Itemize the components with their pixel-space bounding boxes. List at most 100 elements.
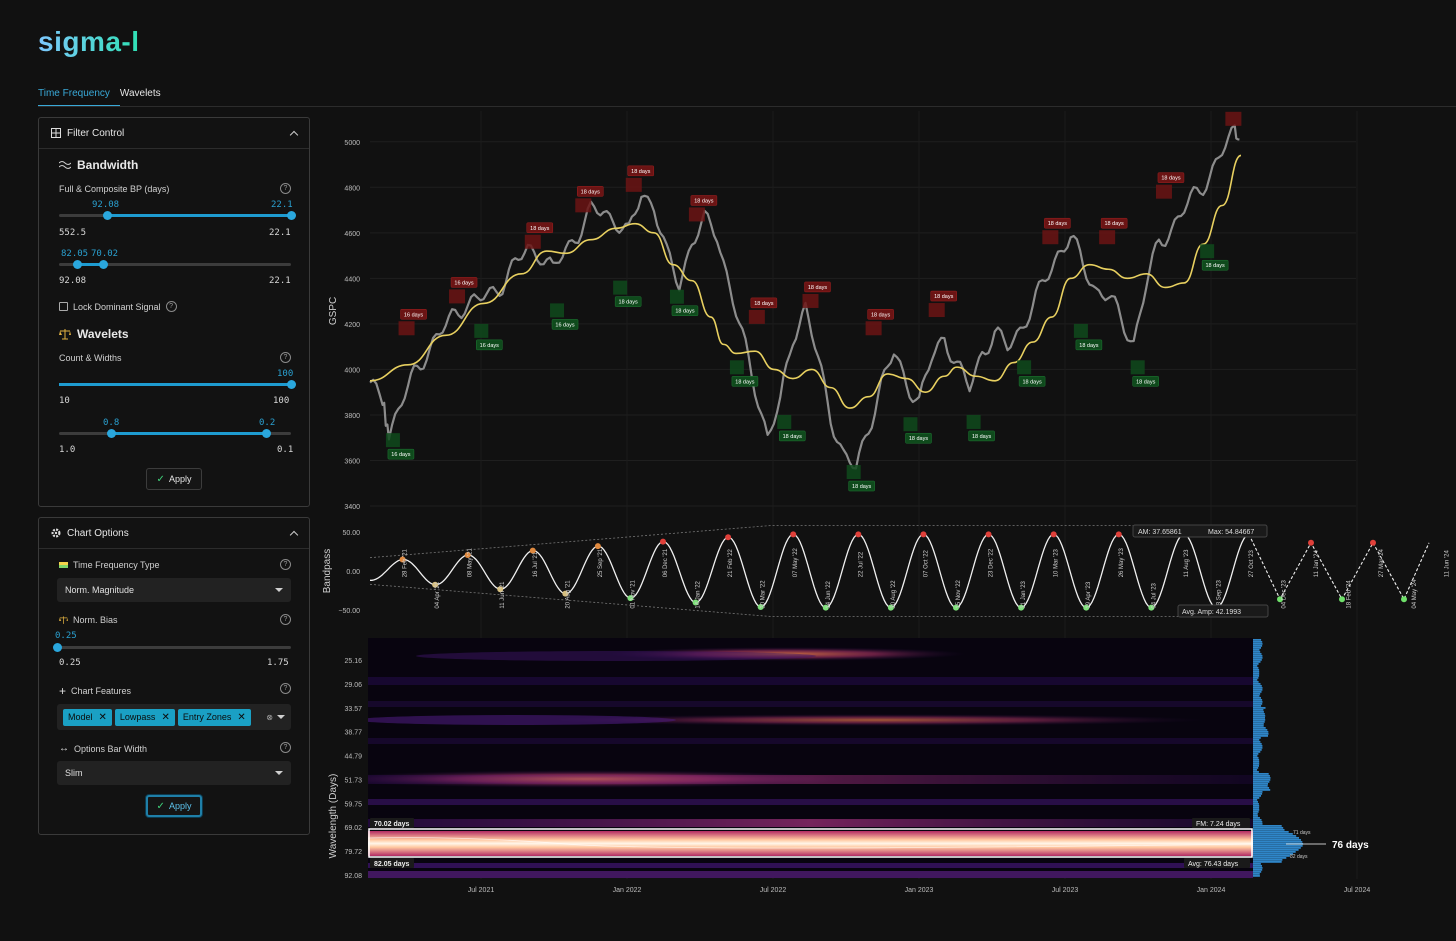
widths-slider[interactable]: [59, 429, 291, 438]
peak-badge[interactable]: [627, 165, 655, 177]
bandpass-peak-dot[interactable]: [1115, 531, 1122, 538]
bandpass-peak-dot[interactable]: [790, 531, 797, 538]
filter-apply-button[interactable]: ✓ Apply: [146, 468, 202, 490]
projected-peak-dot[interactable]: [1370, 539, 1376, 546]
bandpass-chart[interactable]: Bandpass 50.00 0.00 −50.00 28 Feb '21 08 Ma…: [322, 524, 1456, 618]
time-frequency-charts[interactable]: GSPC 5000 4800 4600 4400 4200 4000 3800 3600 340…: [316, 111, 1456, 941]
peak-badge[interactable]: [450, 277, 478, 288]
selected-band[interactable]: [368, 828, 1253, 858]
bandpass-peak-dot[interactable]: [725, 534, 732, 541]
bandwidth-slider[interactable]: [59, 211, 296, 220]
slider-handle[interactable]: [53, 643, 62, 652]
help-icon[interactable]: ?: [165, 301, 177, 312]
bandpass-trough-dot[interactable]: [562, 590, 569, 597]
bandpass-trough-dot[interactable]: [692, 599, 699, 606]
trough-badge[interactable]: [905, 432, 932, 444]
tab-wavelets[interactable]: Wavelets: [119, 88, 161, 99]
slider-handle[interactable]: [262, 429, 271, 438]
trough-badge[interactable]: [1201, 259, 1229, 271]
wavelet-heatmap[interactable]: Wavelength (Days) 25.16 29.06 33.57 38.77 44…: [326, 638, 1370, 894]
trough-badge[interactable]: [1132, 376, 1159, 387]
chart-options-header[interactable]: Chart Options: [39, 518, 309, 548]
bandpass-trough-dot[interactable]: [1083, 604, 1090, 611]
chip-model[interactable]: Model ✕: [63, 708, 112, 726]
peak-badge[interactable]: [750, 297, 778, 309]
lock-dominant-row[interactable]: Lock Dominant Signal ?: [59, 301, 177, 312]
peak-badge[interactable]: [577, 186, 604, 197]
bandpass-peak-dot[interactable]: [399, 556, 406, 563]
clear-icon[interactable]: ⊗: [266, 712, 273, 722]
tab-time-frequency[interactable]: Time Frequency: [38, 88, 120, 107]
bar-width-select[interactable]: Slim: [57, 761, 291, 785]
help-icon[interactable]: ?: [280, 183, 291, 194]
projected-trough-dot[interactable]: [1339, 596, 1345, 603]
tf-type-select[interactable]: Norm. Magnitude: [57, 578, 291, 602]
bandpass-peak-dot[interactable]: [855, 531, 862, 538]
composite-slider[interactable]: [59, 260, 291, 269]
chevron-down-icon[interactable]: [277, 715, 285, 719]
projected-peak-dot[interactable]: [1308, 539, 1314, 546]
bandpass-trough-dot[interactable]: [1018, 604, 1025, 611]
help-icon[interactable]: ?: [280, 742, 291, 753]
trough-badge[interactable]: [1018, 376, 1046, 387]
peak-badge[interactable]: [867, 309, 894, 320]
bandpass-peak-dot[interactable]: [529, 547, 536, 554]
trough-badge[interactable]: [671, 305, 699, 316]
slider-handle[interactable]: [73, 260, 82, 269]
bandpass-trough-dot[interactable]: [1148, 604, 1155, 611]
chart-apply-button[interactable]: ✓ Apply: [146, 795, 202, 817]
trough-badge[interactable]: [731, 376, 759, 387]
slider-handle[interactable]: [287, 211, 296, 220]
peak-badge[interactable]: [1157, 172, 1185, 183]
peak-badge[interactable]: [1044, 217, 1071, 229]
bandpass-trough-dot[interactable]: [627, 595, 634, 602]
help-icon[interactable]: ?: [280, 352, 291, 363]
slider-handle[interactable]: [103, 211, 112, 220]
trough-badge[interactable]: [387, 448, 415, 460]
bandpass-trough-dot[interactable]: [497, 586, 504, 593]
count-slider[interactable]: [59, 380, 296, 389]
peak-badge[interactable]: [400, 309, 427, 320]
bandpass-peak-dot[interactable]: [594, 543, 601, 550]
help-icon[interactable]: ?: [280, 559, 291, 570]
close-icon[interactable]: ✕: [161, 711, 170, 723]
peak-badge[interactable]: [526, 222, 554, 234]
trough-badge[interactable]: [551, 319, 579, 330]
peak-badge[interactable]: [690, 195, 718, 206]
slider-handle[interactable]: [287, 380, 296, 389]
bandpass-trough-dot[interactable]: [432, 581, 439, 588]
trough-badge[interactable]: [779, 430, 806, 442]
trough-badge[interactable]: [848, 480, 875, 492]
trough-badge[interactable]: [1075, 339, 1103, 351]
bandpass-trough-dot[interactable]: [757, 603, 764, 610]
chip-lowpass[interactable]: Lowpass ✕: [114, 708, 175, 726]
trough-badge[interactable]: [968, 430, 995, 442]
peak-badge[interactable]: [1100, 217, 1128, 229]
filter-control-header[interactable]: Filter Control: [39, 118, 309, 148]
price-chart[interactable]: GSPC 5000 4800 4600 4400 4200 4000 3800 3600 340…: [328, 111, 1358, 879]
bandpass-trough-dot[interactable]: [953, 604, 959, 611]
norm-bias-slider[interactable]: [53, 643, 291, 652]
trough-badge[interactable]: [614, 296, 642, 307]
bandpass-trough-dot[interactable]: [822, 604, 829, 611]
slider-handle[interactable]: [107, 429, 116, 438]
bandpass-peak-dot[interactable]: [985, 531, 992, 538]
projected-trough-dot[interactable]: [1277, 596, 1283, 603]
chip-entry-zones[interactable]: Entry Zones ✕: [177, 708, 251, 726]
peak-badge[interactable]: [930, 290, 957, 302]
bandpass-peak-dot[interactable]: [464, 552, 471, 559]
chevron-up-icon[interactable]: [289, 130, 299, 139]
help-icon[interactable]: ?: [280, 614, 291, 625]
help-icon[interactable]: ?: [280, 683, 291, 694]
bandpass-peak-dot[interactable]: [1050, 531, 1057, 538]
chevron-up-icon[interactable]: [289, 530, 299, 539]
projected-trough-dot[interactable]: [1401, 596, 1407, 603]
chart-features-multiselect[interactable]: Model ✕ Lowpass ✕ Entry Zones ✕ ⊗: [57, 704, 291, 730]
peak-badge[interactable]: [804, 281, 831, 293]
trough-badge[interactable]: [476, 339, 503, 351]
bandpass-peak-dot[interactable]: [660, 538, 666, 545]
slider-handle[interactable]: [99, 260, 108, 269]
close-icon[interactable]: ✕: [98, 711, 107, 723]
bandpass-trough-dot[interactable]: [887, 604, 894, 611]
bandpass-peak-dot[interactable]: [920, 531, 927, 538]
